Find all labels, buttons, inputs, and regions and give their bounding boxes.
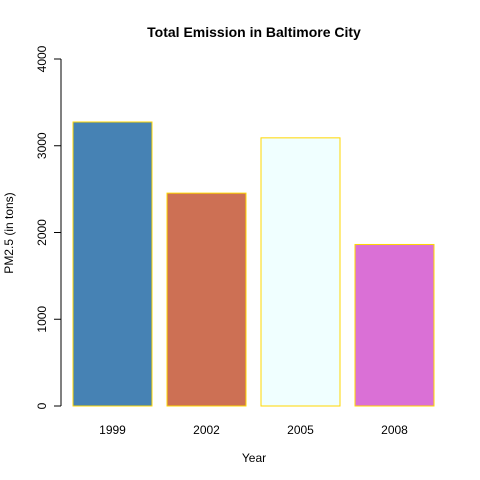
y-axis-label: PM2.5 (in tons) [2,192,16,273]
x-axis-label: Year [242,451,266,465]
bar-1999 [72,121,153,407]
y-axis: 0 1000 2000 3000 4000 [35,45,62,409]
x-tick-label: 1999 [99,423,126,437]
x-tick-label: 2005 [287,423,314,437]
chart-title: Total Emission in Baltimore City [147,24,361,40]
y-tick-label: 4000 [35,45,49,72]
y-tick-label: 3000 [35,132,49,159]
bar-2008 [354,243,435,407]
bar-2002 [166,192,247,407]
bar-2005 [260,137,341,407]
y-tick-label: 2000 [35,219,49,246]
y-tick-label: 0 [35,402,49,409]
bars-group [72,121,435,407]
y-tick-label: 1000 [35,306,49,333]
x-axis-labels: 1999 2002 2005 2008 [99,423,408,437]
x-tick-label: 2008 [381,423,408,437]
x-tick-label: 2002 [193,423,220,437]
